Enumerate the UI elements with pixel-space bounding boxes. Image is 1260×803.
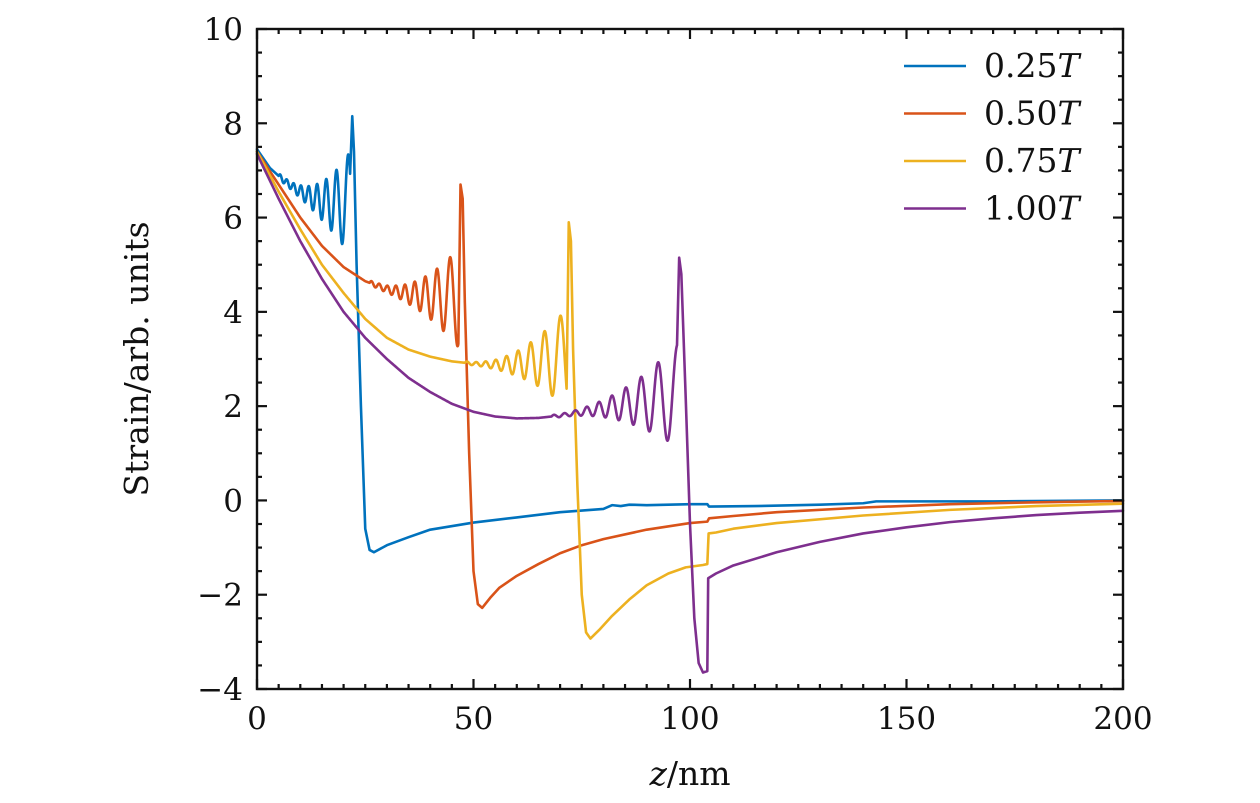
x-tick-label: 200 bbox=[1093, 701, 1152, 737]
ticks-layer: 0 50 100 150 200 −4 −2 0 2 4 6 8 10 bbox=[197, 12, 1152, 737]
y-tick-label: −2 bbox=[197, 578, 243, 614]
series-line-0.50 bbox=[255, 150, 1125, 610]
series-layer bbox=[255, 114, 1125, 674]
y-tick-label: −4 bbox=[197, 672, 243, 708]
y-tick-label: 10 bbox=[204, 12, 243, 48]
x-tick-label: 50 bbox=[454, 701, 493, 737]
legend-label: 0.25T bbox=[984, 46, 1082, 85]
y-tick-label: 0 bbox=[223, 483, 243, 519]
legend: 0.25T 0.50T 0.75T 1.00T bbox=[904, 46, 1082, 228]
y-axis-label: Strain/arb. units bbox=[117, 221, 156, 496]
series-line-0.25 bbox=[255, 114, 1125, 554]
x-axis-label: z/nm bbox=[648, 754, 730, 793]
legend-label: 0.50T bbox=[984, 94, 1082, 133]
x-tick-label: 100 bbox=[660, 701, 719, 737]
y-tick-label: 4 bbox=[223, 295, 243, 331]
x-tick-label: 0 bbox=[247, 701, 267, 737]
x-axis-variable: z bbox=[648, 754, 667, 793]
series-line-1.00 bbox=[255, 152, 1125, 674]
y-tick-label: 2 bbox=[223, 389, 243, 425]
legend-label: 0.75T bbox=[984, 141, 1082, 180]
x-tick-label: 150 bbox=[877, 701, 936, 737]
series-line-0.75 bbox=[255, 150, 1125, 640]
x-axis-unit: /nm bbox=[667, 754, 731, 793]
y-tick-label: 6 bbox=[223, 201, 243, 237]
legend-label: 1.00T bbox=[984, 189, 1082, 228]
y-tick-label: 8 bbox=[223, 106, 243, 142]
